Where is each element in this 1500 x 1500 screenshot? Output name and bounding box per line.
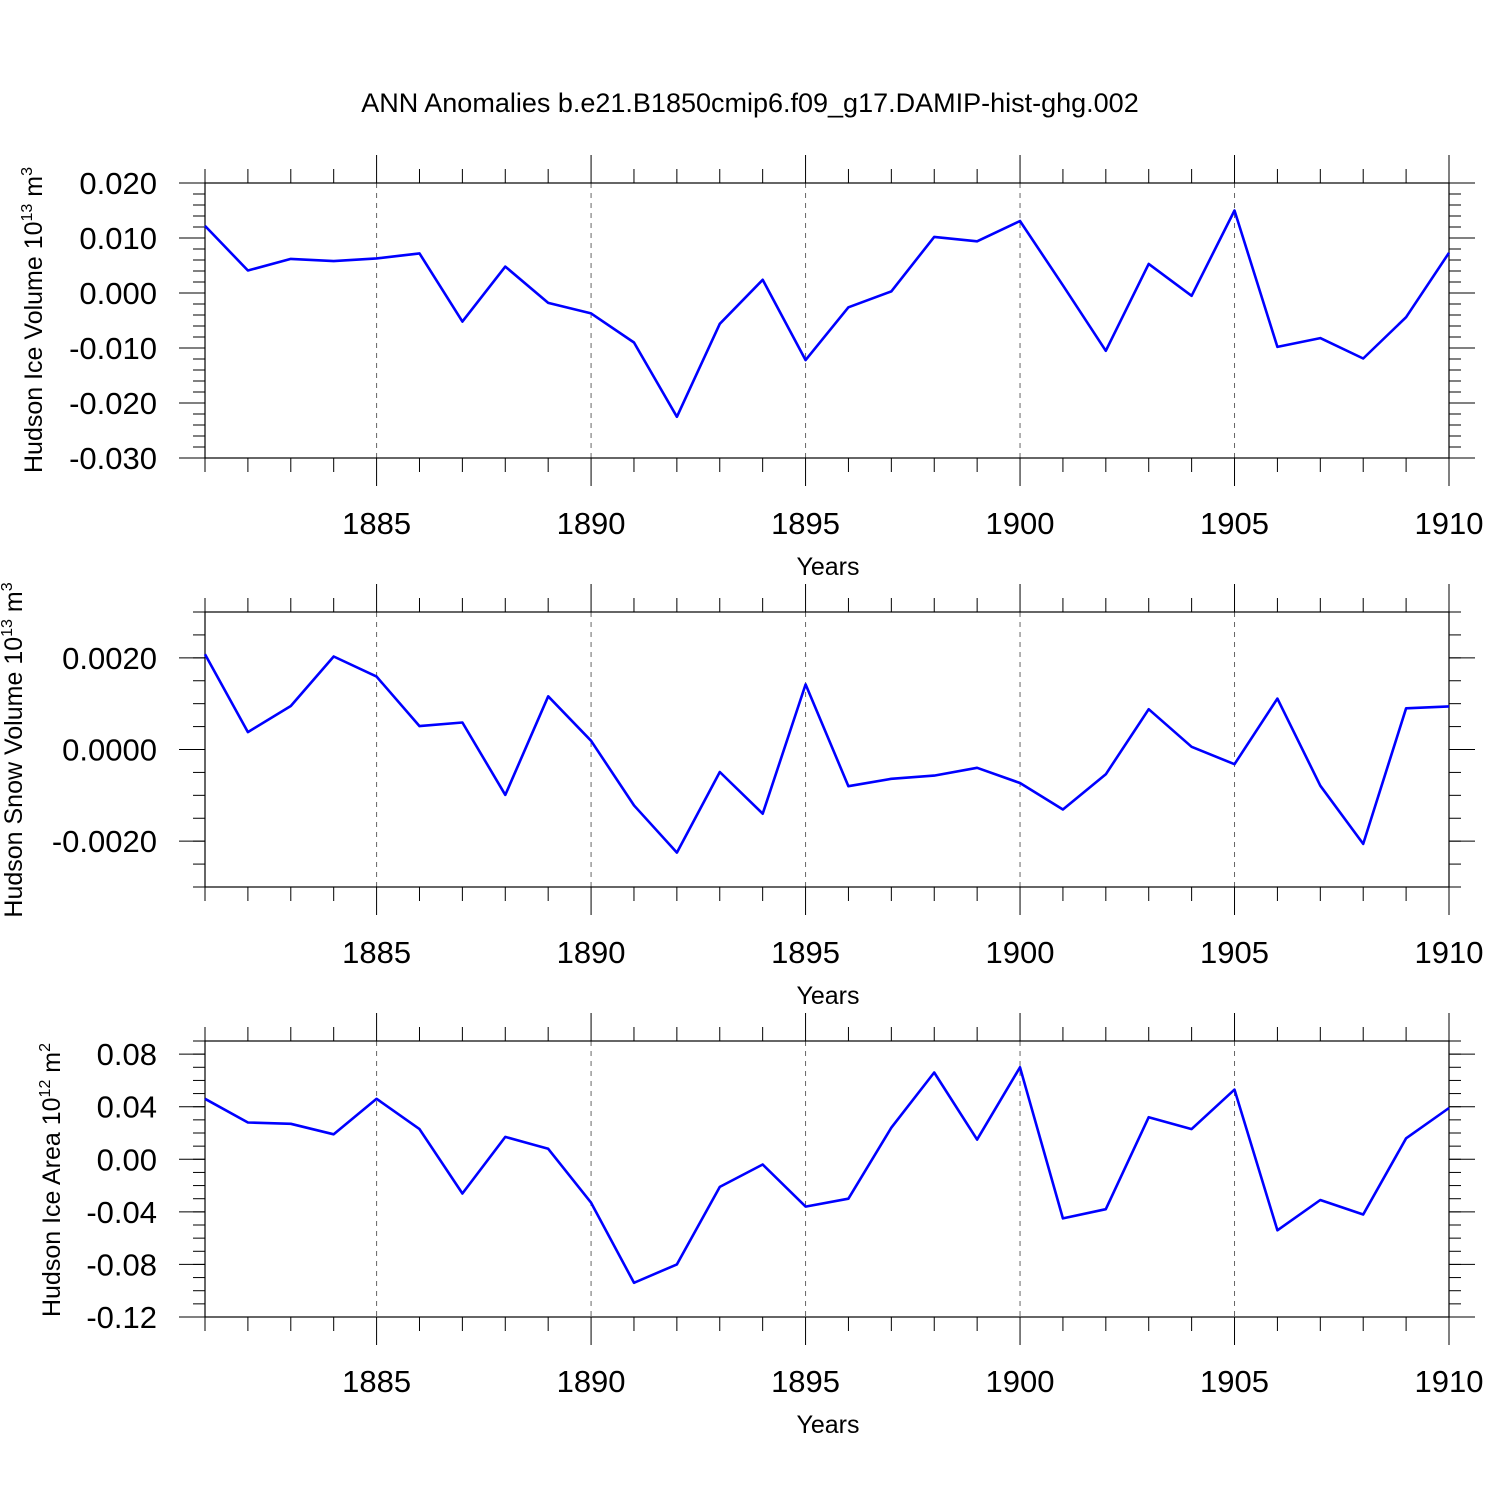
panel-snow-volume-ylabel: Hudson Snow Volume 1013 m3 xyxy=(0,582,28,917)
panel-ice-area-xtick-label: 1900 xyxy=(986,1364,1055,1399)
panel-ice-volume-ytick-label: 0.020 xyxy=(79,166,157,201)
chart-title: ANN Anomalies b.e21.B1850cmip6.f09_g17.D… xyxy=(361,88,1138,118)
panel-snow-volume-ytick-label: -0.0020 xyxy=(52,824,157,859)
panel-ice-area-xtick-label: 1910 xyxy=(1415,1364,1484,1399)
panel-ice-volume-xtick-label: 1910 xyxy=(1415,506,1484,541)
panel-ice-area-ytick-label: -0.12 xyxy=(86,1300,157,1335)
panel-ice-volume-xtick-label: 1890 xyxy=(557,506,626,541)
panel-ice-volume-xtick-label: 1905 xyxy=(1200,506,1269,541)
panel-ice-area-xtick-label: 1890 xyxy=(557,1364,626,1399)
panel-snow-volume-ytick-label: 0.0000 xyxy=(62,733,157,768)
panel-ice-area-ytick-label: -0.08 xyxy=(86,1247,157,1282)
panel-snow-volume-series-line xyxy=(203,653,1450,854)
panel-ice-area-ytick-label: -0.04 xyxy=(86,1195,157,1230)
panel-ice-volume-ytick-label: -0.020 xyxy=(69,386,157,421)
panel-ice-volume: Hudson Ice Volume 1013 m3 Years 0.020 0.0… xyxy=(19,155,1483,581)
panel-ice-area-xtick-label: 1905 xyxy=(1200,1364,1269,1399)
panel-ice-volume-ytick-label: 0.000 xyxy=(79,276,157,311)
panel-ice-volume-ytick-label: -0.010 xyxy=(69,331,157,366)
panel-ice-volume-xtick-label: 1895 xyxy=(771,506,840,541)
panel-ice-area-series-line xyxy=(204,1066,1450,1285)
panel-ice-area-ytick-label: 0.08 xyxy=(97,1037,157,1072)
panel-ice-volume-ytick-label: -0.030 xyxy=(69,441,157,476)
panel-ice-volume-xlabel: Years xyxy=(796,553,859,581)
panel-ice-area-xtick-label: 1885 xyxy=(342,1364,411,1399)
panel-ice-volume-ylabel: Hudson Ice Volume 1013 m3 xyxy=(19,167,48,473)
panel-snow-volume-xtick-label: 1895 xyxy=(771,935,840,970)
panel-ice-area-xtick-label: 1895 xyxy=(771,1364,840,1399)
panel-ice-volume-ytick-label: 0.010 xyxy=(79,221,157,256)
panel-ice-area-frame xyxy=(204,1040,1450,1318)
panel-ice-area-ytick-label: 0.00 xyxy=(97,1142,157,1177)
panel-snow-volume-frame xyxy=(204,611,1450,888)
panel-ice-area-ylabel: Hudson Ice Area 1012 m2 xyxy=(37,1043,66,1317)
panel-snow-volume: Hudson Snow Volume 1013 m3 Years 0.0020 0… xyxy=(0,582,1483,1010)
panel-ice-volume-frame xyxy=(204,182,1450,459)
panel-ice-area-xlabel: Years xyxy=(796,1411,859,1439)
panel-snow-volume-xtick-label: 1890 xyxy=(557,935,626,970)
panel-ice-area-ytick-label: 0.04 xyxy=(97,1090,157,1125)
panel-snow-volume-xtick-label: 1900 xyxy=(986,935,1055,970)
panel-ice-volume-xtick-label: 1885 xyxy=(342,506,411,541)
panel-snow-volume-ytick-label: 0.0020 xyxy=(62,641,157,676)
panel-snow-volume-xtick-label: 1910 xyxy=(1415,935,1484,970)
panel-ice-volume-xtick-label: 1900 xyxy=(986,506,1055,541)
panel-snow-volume-xlabel: Years xyxy=(796,982,859,1010)
panel-ice-area: Hudson Ice Area 1012 m2 Years 0.08 0.04 0.… xyxy=(37,1013,1483,1439)
panel-ice-volume-series-line xyxy=(204,209,1451,419)
panel-snow-volume-xtick-label: 1885 xyxy=(342,935,411,970)
panel-snow-volume-xtick-label: 1905 xyxy=(1200,935,1269,970)
